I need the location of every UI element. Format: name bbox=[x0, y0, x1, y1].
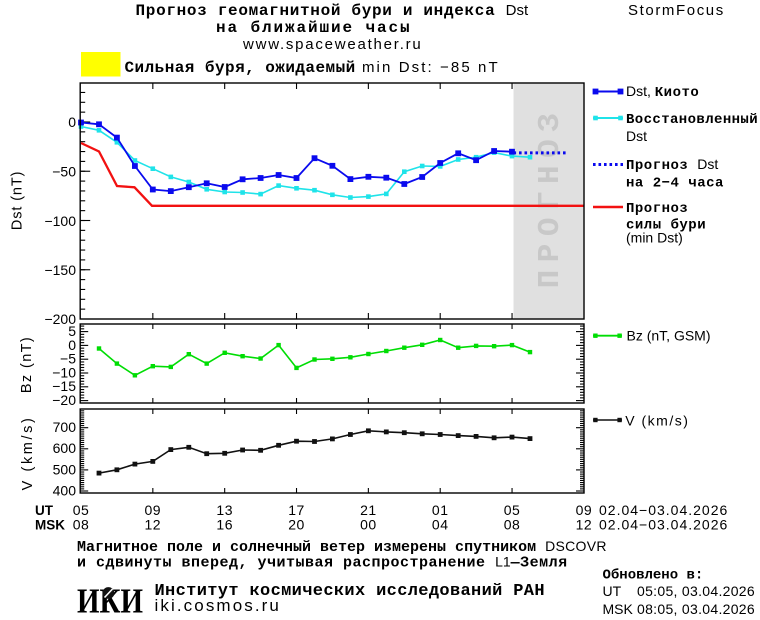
svg-text:0: 0 bbox=[68, 337, 76, 353]
svg-text:Dst: Dst bbox=[626, 128, 647, 144]
svg-text:MSK: MSK bbox=[35, 518, 65, 533]
svg-text:08:05, 03.04.2026: 08:05, 03.04.2026 bbox=[637, 601, 755, 617]
svg-text:Магнитное поле и солнечный вет: Магнитное поле и солнечный ветер измерен… bbox=[77, 538, 607, 556]
svg-text:20: 20 bbox=[288, 517, 305, 533]
svg-text:0: 0 bbox=[68, 114, 76, 130]
svg-text:и сдвинуты вперед, учитывая ра: и сдвинуты вперед, учитывая распростране… bbox=[77, 554, 568, 572]
svg-text:Обновлено в:: Обновлено в: bbox=[603, 568, 704, 584]
svg-text:600: 600 bbox=[53, 440, 77, 456]
svg-text:02.04−03.04.2026: 02.04−03.04.2026 bbox=[599, 517, 728, 533]
svg-text:на 2−4 часа: на 2−4 часа bbox=[626, 176, 724, 192]
svg-text:−50: −50 bbox=[52, 164, 76, 180]
svg-text:−200: −200 bbox=[44, 311, 76, 327]
svg-text:01: 01 bbox=[432, 502, 449, 518]
svg-text:05:05, 03.04.2026: 05:05, 03.04.2026 bbox=[637, 583, 755, 599]
svg-text:(min Dst): (min Dst) bbox=[626, 230, 683, 246]
svg-text:Прогноз Dst: Прогноз Dst bbox=[626, 156, 718, 174]
svg-text:UT: UT bbox=[35, 503, 54, 518]
svg-text:ПРОГНОЗ: ПРОГНОЗ bbox=[533, 106, 568, 289]
svg-text:08: 08 bbox=[73, 517, 90, 533]
svg-text:−100: −100 bbox=[44, 213, 76, 229]
svg-text:13: 13 bbox=[216, 502, 233, 518]
svg-text:500: 500 bbox=[53, 461, 77, 477]
svg-text:700: 700 bbox=[53, 419, 77, 435]
svg-text:−150: −150 bbox=[44, 262, 76, 278]
svg-text:5: 5 bbox=[68, 323, 76, 339]
svg-text:www.spaceweather.ru: www.spaceweather.ru bbox=[242, 36, 423, 53]
svg-text:12: 12 bbox=[576, 517, 593, 533]
svg-text:Прогноз: Прогноз bbox=[626, 201, 688, 217]
svg-text:12: 12 bbox=[145, 517, 162, 533]
svg-text:16: 16 bbox=[216, 517, 233, 533]
svg-text:на ближайшие часы: на ближайшие часы bbox=[216, 19, 412, 37]
svg-text:−5: −5 bbox=[60, 351, 76, 367]
svg-text:−10: −10 bbox=[52, 364, 76, 380]
svg-text:09: 09 bbox=[145, 502, 162, 518]
svg-text:MSK: MSK bbox=[603, 601, 634, 617]
svg-text:21: 21 bbox=[360, 502, 377, 518]
svg-text:−20: −20 bbox=[52, 392, 76, 408]
svg-text:StormFocus: StormFocus bbox=[628, 2, 725, 19]
svg-text:V (km/s): V (km/s) bbox=[625, 413, 689, 429]
svg-text:Dst, Киото: Dst, Киото bbox=[626, 83, 699, 101]
svg-text:04: 04 bbox=[432, 517, 449, 533]
svg-text:силы бури: силы бури bbox=[626, 218, 706, 234]
svg-text:ИКИ: ИКИ bbox=[77, 582, 143, 620]
svg-text:−15: −15 bbox=[52, 378, 76, 394]
svg-text:05: 05 bbox=[504, 502, 521, 518]
svg-text:09: 09 bbox=[576, 502, 593, 518]
svg-text:Прогноз геомагнитной бури и ин: Прогноз геомагнитной бури и индекса Dst bbox=[136, 2, 529, 20]
svg-text:UT: UT bbox=[603, 583, 622, 599]
svg-text:00: 00 bbox=[360, 517, 377, 533]
svg-text:Восстановленный: Восстановленный bbox=[626, 112, 758, 128]
svg-text:V (km/s): V (km/s) bbox=[20, 416, 36, 491]
svg-text:Dst (nT): Dst (nT) bbox=[10, 171, 26, 231]
svg-text:Сильная буря, ожидаемый min Ds: Сильная буря, ожидаемый min Dst: −85 nT bbox=[125, 59, 500, 77]
svg-text:400: 400 bbox=[53, 483, 77, 499]
svg-text:05: 05 bbox=[73, 502, 90, 518]
svg-text:17: 17 bbox=[288, 502, 305, 518]
svg-text:Институт космических исследова: Институт космических исследований РАН bbox=[155, 582, 545, 601]
svg-text:08: 08 bbox=[504, 517, 521, 533]
svg-text:Bz (nT): Bz (nT) bbox=[19, 336, 35, 393]
svg-text:Bz (nT, GSM): Bz (nT, GSM) bbox=[627, 328, 711, 344]
svg-text:iki.cosmos.ru: iki.cosmos.ru bbox=[155, 596, 282, 615]
svg-text:02.04−03.04.2026: 02.04−03.04.2026 bbox=[599, 502, 728, 518]
